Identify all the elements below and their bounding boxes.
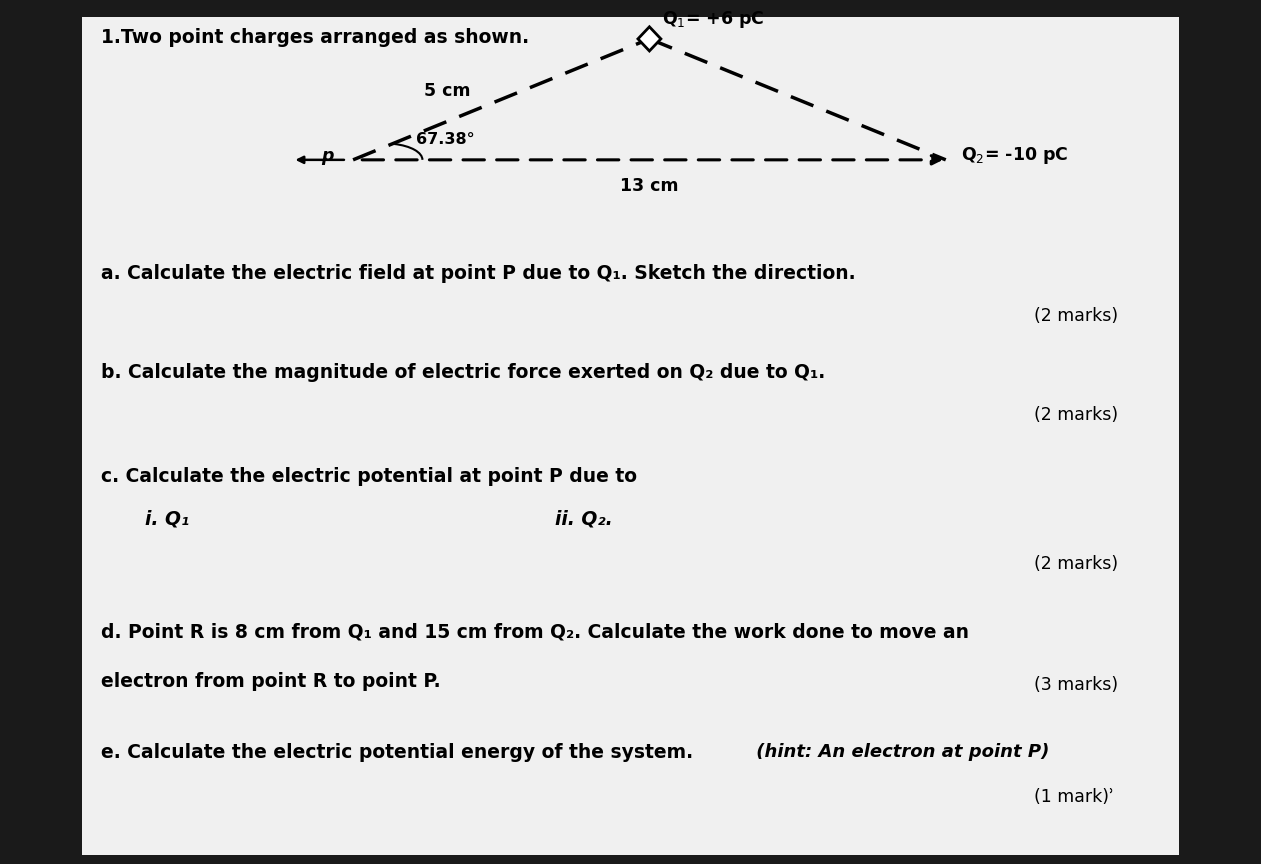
Text: (3 marks): (3 marks): [1034, 676, 1119, 694]
Text: p: p: [322, 147, 334, 164]
Text: Q$_1$= +6 pC: Q$_1$= +6 pC: [662, 10, 764, 30]
Text: electron from point R to point P.: electron from point R to point P.: [101, 672, 440, 691]
Text: ii. Q₂.: ii. Q₂.: [555, 510, 613, 529]
Text: b. Calculate the magnitude of electric force exerted on Q₂ due to Q₁.: b. Calculate the magnitude of electric f…: [101, 363, 825, 382]
Text: (hint: An electron at point P): (hint: An electron at point P): [750, 743, 1049, 761]
Text: i. Q₁: i. Q₁: [145, 510, 189, 529]
Text: c. Calculate the electric potential at point P due to: c. Calculate the electric potential at p…: [101, 467, 637, 486]
Text: (2 marks): (2 marks): [1034, 406, 1119, 424]
Text: (2 marks): (2 marks): [1034, 555, 1119, 573]
Text: e. Calculate the electric potential energy of the system.: e. Calculate the electric potential ener…: [101, 743, 694, 762]
Text: d. Point R is 8 cm from Q₁ and 15 cm from Q₂. Calculate the work done to move an: d. Point R is 8 cm from Q₁ and 15 cm fro…: [101, 622, 968, 641]
Text: (2 marks): (2 marks): [1034, 307, 1119, 325]
Text: 5 cm: 5 cm: [425, 82, 470, 99]
Text: (1 mark)ʾ: (1 mark)ʾ: [1034, 788, 1115, 806]
Text: 67.38°: 67.38°: [416, 132, 474, 147]
FancyBboxPatch shape: [82, 17, 1179, 855]
Text: Q$_2$= -10 pC: Q$_2$= -10 pC: [961, 145, 1068, 166]
Text: 1.Two point charges arranged as shown.: 1.Two point charges arranged as shown.: [101, 28, 530, 47]
Text: a. Calculate the electric field at point P due to Q₁. Sketch the direction.: a. Calculate the electric field at point…: [101, 264, 855, 283]
Polygon shape: [638, 27, 661, 51]
Text: 13 cm: 13 cm: [620, 177, 678, 195]
